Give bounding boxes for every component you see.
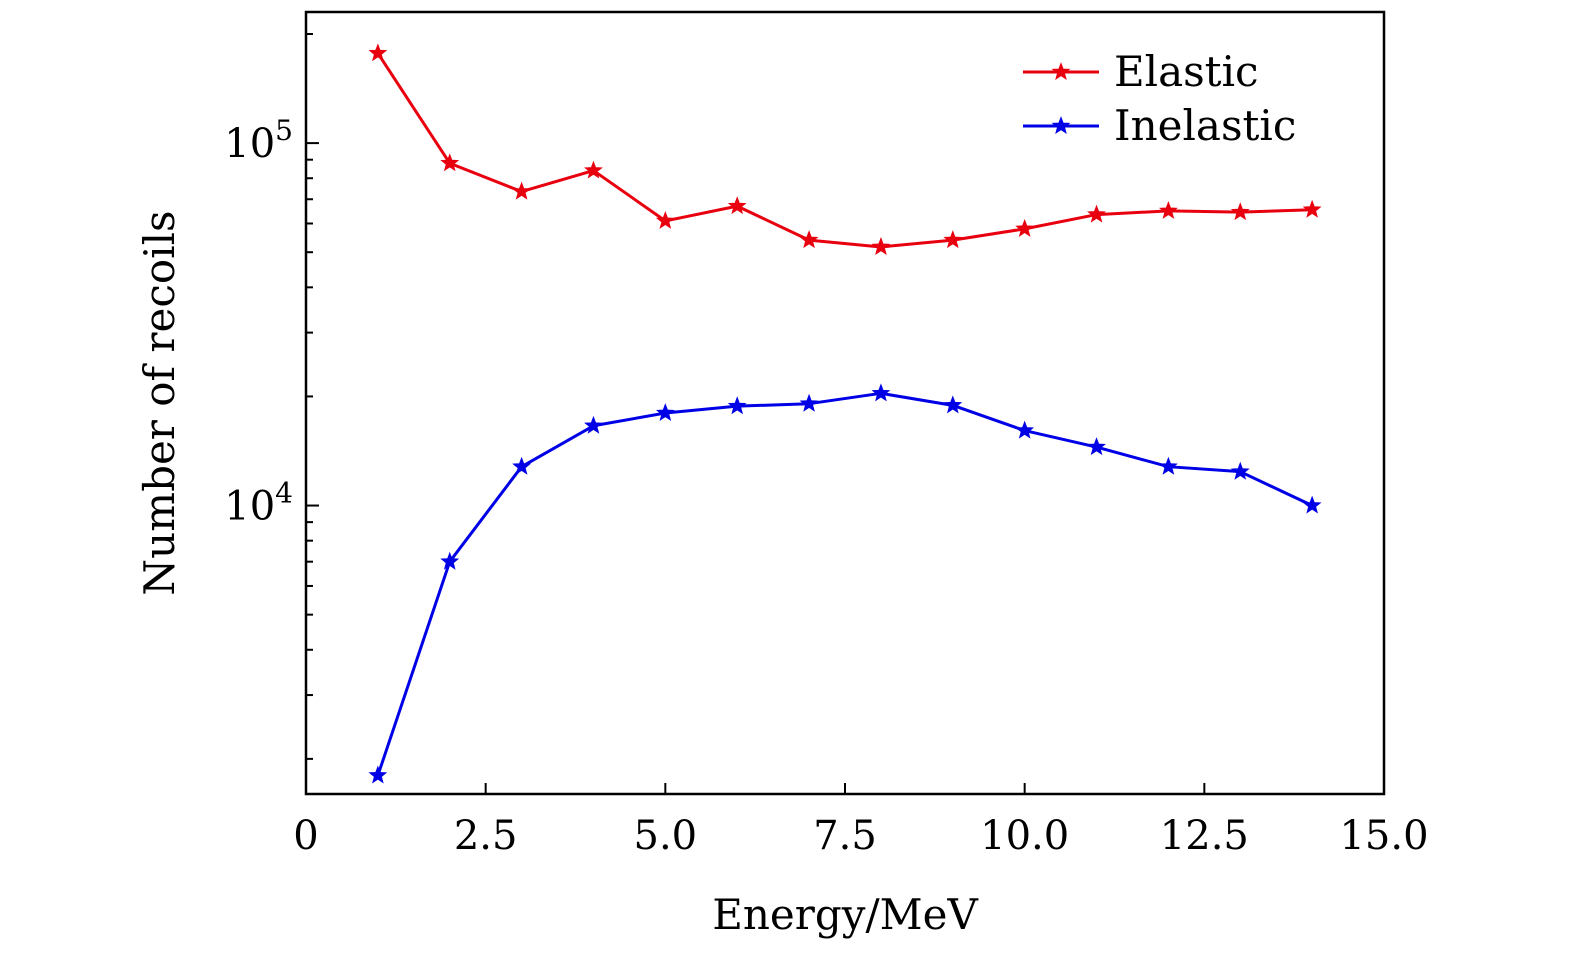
plot-frame xyxy=(304,10,1386,796)
elastic-point xyxy=(1087,204,1106,223)
y-tick-label: 105 xyxy=(224,114,293,167)
x-axis-title: Energy/MeV xyxy=(712,890,978,939)
elastic-point xyxy=(655,210,675,229)
elastic-point xyxy=(1302,199,1322,218)
x-tick-label: 7.5 xyxy=(813,813,877,859)
elastic-point xyxy=(799,230,819,249)
x-tick-label: 10.0 xyxy=(980,813,1069,859)
x-tick-label: 5.0 xyxy=(634,813,698,859)
inelastic-point xyxy=(727,396,747,415)
inelastic-point xyxy=(871,383,891,402)
x-tick-label: 15.0 xyxy=(1339,813,1428,859)
elastic-point xyxy=(1015,218,1035,237)
elastic-point xyxy=(584,160,603,179)
elastic-point xyxy=(871,237,891,255)
legend-label: Elastic xyxy=(1114,47,1259,96)
inelastic-point xyxy=(1087,437,1106,456)
inelastic-point xyxy=(1015,420,1035,439)
x-tick-label: 2.5 xyxy=(454,813,518,859)
legend-item-inelastic: Inelastic xyxy=(1023,101,1296,150)
legend-marker xyxy=(1051,116,1071,135)
x-tick-labels: 0 2.5 5.0 7.5 10.0 12.5 15.0 xyxy=(293,813,1428,859)
inelastic-point xyxy=(799,393,819,412)
inelastic-point xyxy=(512,456,532,475)
elastic-line xyxy=(376,52,1313,249)
elastic-point xyxy=(368,43,388,62)
elastic-point xyxy=(1230,202,1250,221)
inelastic-point xyxy=(943,395,963,414)
legend: Elastic Inelastic xyxy=(1023,47,1296,150)
inelastic-line xyxy=(376,391,1313,776)
elastic-point xyxy=(440,153,460,172)
x-tick-label: 12.5 xyxy=(1160,813,1249,859)
elastic-point xyxy=(727,196,747,215)
inelastic-point xyxy=(584,415,603,434)
x-tick-label: 0 xyxy=(293,813,318,859)
inelastic-point xyxy=(655,403,675,422)
elastic-point xyxy=(1158,200,1178,219)
inelastic-point xyxy=(1302,495,1322,514)
y-tick-labels: 104 105 xyxy=(224,114,293,529)
inelastic-point xyxy=(440,551,460,570)
y-tick-label: 104 xyxy=(224,477,293,530)
inelastic-point xyxy=(1230,461,1250,480)
inelastic-point xyxy=(1158,456,1178,475)
inelastic-point xyxy=(368,765,388,784)
y-axis-title: Number of recoils xyxy=(135,210,184,595)
series-elastic xyxy=(368,43,1322,255)
legend-label: Inelastic xyxy=(1114,101,1296,150)
elastic-point xyxy=(512,181,532,200)
legend-marker xyxy=(1051,62,1071,81)
series-layer xyxy=(368,43,1322,784)
elastic-point xyxy=(943,230,963,249)
legend-item-elastic: Elastic xyxy=(1023,47,1259,96)
series-inelastic xyxy=(368,383,1322,784)
